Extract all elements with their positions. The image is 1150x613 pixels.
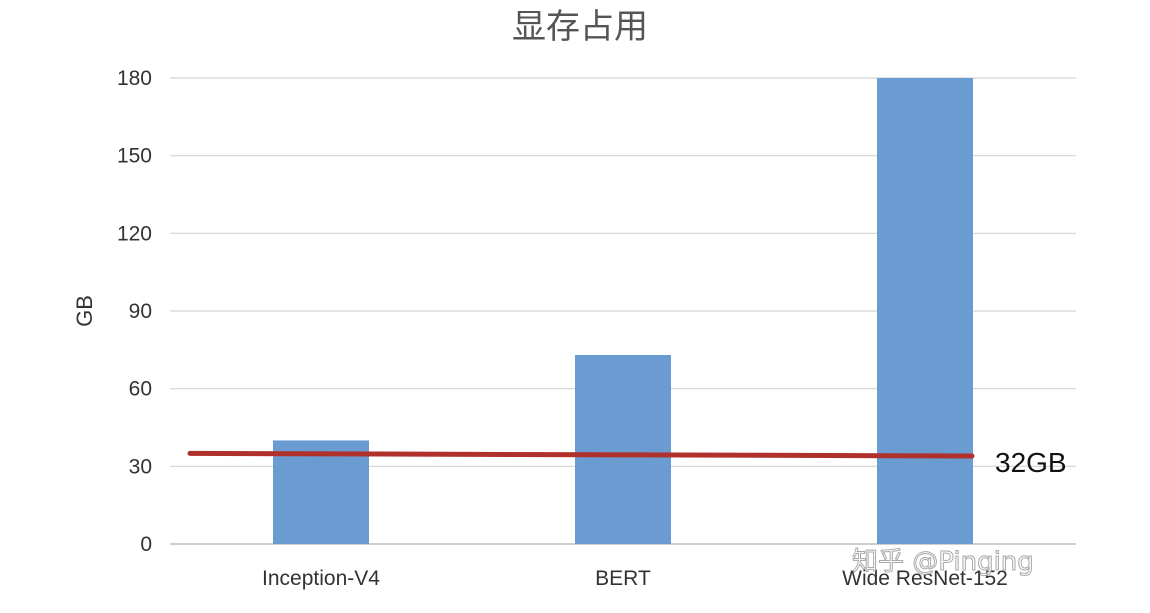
x-tick-label-wide-resnet-152: Wide ResNet-152: [842, 567, 1008, 590]
y-tick-label-150: 150: [117, 145, 152, 168]
reference-line-label: 32GB: [995, 447, 1067, 478]
x-tick-label-bert: BERT: [595, 567, 651, 590]
y-tick-label-90: 90: [129, 300, 152, 323]
y-tick-label-120: 120: [117, 222, 152, 245]
bar-inception-v4: [273, 440, 369, 544]
x-tick-label-inception-v4: Inception-V4: [262, 567, 380, 590]
reference-line-32gb: [187, 450, 975, 459]
chart-title: 显存占用: [512, 7, 648, 47]
y-tick-label-0: 0: [140, 533, 152, 556]
x-axis-ticks: Inception-V4 BERT Wide ResNet-152: [262, 567, 1008, 590]
y-tick-label-180: 180: [117, 67, 152, 90]
y-tick-label-30: 30: [129, 455, 152, 478]
bar-bert: [575, 355, 671, 544]
y-tick-label-60: 60: [129, 378, 152, 401]
bars: [273, 78, 973, 544]
bar-wide-resnet-152: [877, 78, 973, 544]
y-axis-label: GB: [72, 295, 97, 327]
watermark-text: 知乎 @Pinging: [852, 547, 1034, 577]
y-axis-ticks: 0 30 60 90 120 150 180: [117, 67, 152, 556]
